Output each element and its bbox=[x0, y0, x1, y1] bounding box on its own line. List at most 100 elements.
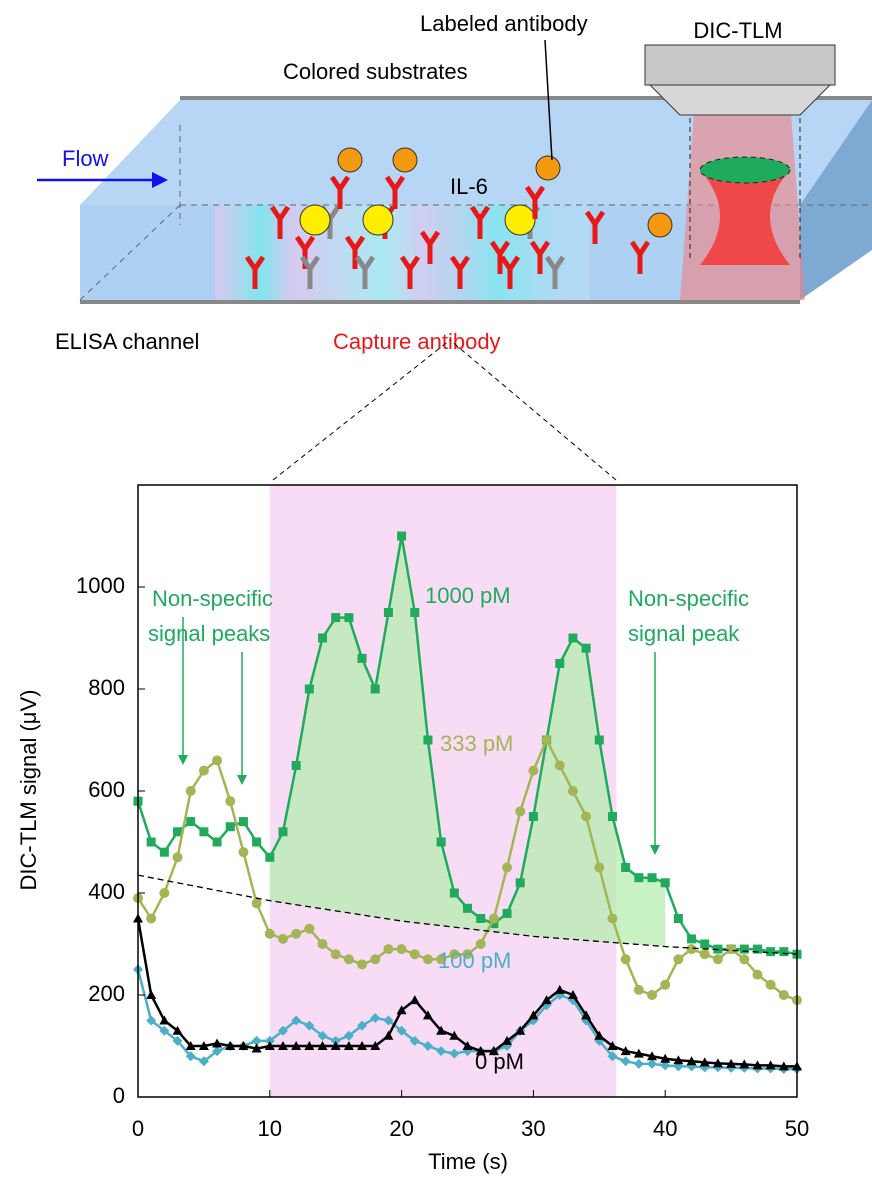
annotation: Non-specific bbox=[628, 586, 749, 611]
data-point bbox=[515, 806, 525, 816]
data-point bbox=[238, 847, 248, 857]
data-point bbox=[292, 761, 301, 770]
data-point bbox=[186, 786, 196, 796]
data-point bbox=[621, 954, 631, 964]
data-point bbox=[516, 878, 525, 887]
label-enzyme bbox=[338, 148, 362, 172]
x-tick-label: 50 bbox=[785, 1116, 809, 1141]
data-point bbox=[660, 980, 670, 990]
data-point bbox=[397, 944, 407, 954]
label: ELISA channel bbox=[55, 329, 199, 354]
data-point bbox=[410, 608, 419, 617]
data-point bbox=[726, 944, 736, 954]
data-point bbox=[146, 990, 156, 999]
x-tick-label: 40 bbox=[653, 1116, 677, 1141]
label: IL-6 bbox=[450, 174, 488, 199]
x-axis-label: Time (s) bbox=[428, 1149, 508, 1174]
data-point bbox=[595, 736, 604, 745]
data-point bbox=[542, 735, 552, 745]
data-point bbox=[199, 766, 209, 776]
data-point bbox=[212, 755, 222, 765]
data-point bbox=[581, 812, 591, 822]
data-point bbox=[634, 985, 644, 995]
data-point bbox=[291, 929, 301, 939]
y-tick-label: 400 bbox=[88, 879, 125, 904]
data-point bbox=[766, 947, 775, 956]
data-point bbox=[634, 1059, 644, 1069]
annotation: Non-specific bbox=[152, 586, 273, 611]
data-point bbox=[344, 613, 353, 622]
lens-spot bbox=[700, 157, 790, 183]
annotation-arrowhead bbox=[178, 755, 188, 765]
zoom-line bbox=[450, 340, 616, 480]
data-point bbox=[173, 827, 182, 836]
data-point bbox=[555, 761, 565, 771]
figure: Labeled antibody DIC-TLM Colored substra… bbox=[0, 0, 872, 1184]
data-point bbox=[383, 944, 393, 954]
data-point bbox=[318, 939, 328, 949]
data-point bbox=[304, 924, 314, 934]
data-point bbox=[713, 954, 723, 964]
series-label: 1000 pM bbox=[425, 583, 511, 608]
antigen bbox=[300, 205, 330, 235]
annotation: signal peaks bbox=[148, 621, 270, 646]
data-point bbox=[502, 863, 512, 873]
y-tick-label: 600 bbox=[88, 777, 125, 802]
data-point bbox=[450, 889, 459, 898]
data-point bbox=[621, 863, 630, 872]
data-point bbox=[159, 1016, 169, 1025]
page: Labeled antibody DIC-TLM Colored substra… bbox=[0, 0, 872, 1184]
label: Capture antibody bbox=[333, 329, 501, 354]
label-enzyme bbox=[536, 156, 560, 180]
label: Labeled antibody bbox=[420, 11, 588, 36]
annotation: signal peak bbox=[628, 621, 740, 646]
data-point bbox=[621, 1056, 631, 1066]
data-point bbox=[528, 766, 538, 776]
data-point bbox=[252, 898, 262, 908]
data-point bbox=[252, 838, 261, 847]
data-point bbox=[582, 644, 591, 653]
data-point bbox=[213, 838, 222, 847]
data-point bbox=[779, 947, 788, 956]
data-point bbox=[357, 959, 367, 969]
x-tick-label: 20 bbox=[389, 1116, 413, 1141]
label: DIC-TLM bbox=[693, 18, 782, 43]
annotation-arrowhead bbox=[650, 845, 660, 855]
label-enzyme bbox=[393, 148, 417, 172]
y-tick-label: 800 bbox=[88, 675, 125, 700]
data-point bbox=[186, 817, 195, 826]
annotation-arrowhead bbox=[237, 775, 247, 785]
data-point bbox=[489, 914, 499, 924]
data-point bbox=[740, 945, 749, 954]
data-point bbox=[397, 532, 406, 541]
data-point bbox=[648, 873, 657, 882]
zoom-line bbox=[273, 340, 450, 480]
data-point bbox=[634, 873, 643, 882]
x-tick-label: 10 bbox=[258, 1116, 282, 1141]
data-point bbox=[739, 954, 749, 964]
antigen bbox=[363, 205, 393, 235]
data-point bbox=[437, 838, 446, 847]
data-point bbox=[463, 904, 472, 913]
data-point bbox=[318, 634, 327, 643]
antigen bbox=[505, 205, 535, 235]
y-tick-label: 0 bbox=[113, 1083, 125, 1108]
data-point bbox=[159, 888, 169, 898]
data-point bbox=[160, 848, 169, 857]
data-point bbox=[344, 954, 354, 964]
data-point bbox=[226, 822, 235, 831]
data-point bbox=[384, 608, 393, 617]
plot: 01020304050020040060080010001000 pM333 p… bbox=[76, 485, 809, 1141]
data-point bbox=[568, 786, 578, 796]
data-point bbox=[673, 954, 683, 964]
data-point bbox=[529, 812, 538, 821]
data-point bbox=[568, 634, 577, 643]
data-point bbox=[371, 685, 380, 694]
label: Colored substrates bbox=[283, 59, 468, 84]
y-tick-label: 1000 bbox=[76, 573, 125, 598]
data-point bbox=[594, 863, 604, 873]
data-point bbox=[358, 654, 367, 663]
data-point bbox=[700, 940, 709, 949]
data-point bbox=[146, 914, 156, 924]
data-point bbox=[278, 934, 288, 944]
